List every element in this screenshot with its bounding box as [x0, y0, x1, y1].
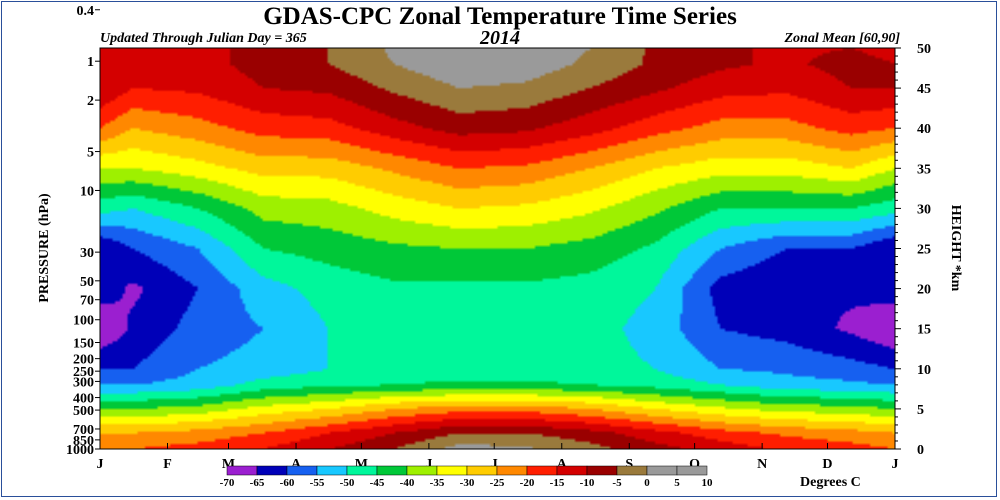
colorbar-swatch — [586, 465, 618, 476]
pressure-tick-label: 250 — [73, 365, 94, 380]
x-tick-label: N — [757, 457, 767, 472]
colorbar-tick-label: -55 — [310, 477, 325, 489]
colorbar-swatch — [526, 465, 558, 476]
pressure-axis-label: PRESSURE (hPa) — [37, 193, 52, 303]
x-tick-label: J — [892, 457, 899, 472]
colorbar-tick-label: 10 — [702, 477, 714, 489]
height-axis-label: HEIGHT *km — [948, 205, 963, 292]
colorbar-tick-label: -5 — [612, 477, 622, 489]
height-tick-label: 35 — [917, 162, 931, 177]
colorbar-tick-label: 5 — [674, 477, 680, 489]
height-tick-label: 15 — [917, 323, 931, 338]
colorbar-tick-label: 0 — [644, 477, 650, 489]
plot-area — [99, 47, 896, 450]
pressure-tick-label: 70 — [80, 294, 94, 309]
colorbar-tick-label: -45 — [370, 477, 385, 489]
pressure-tick-label: 1 — [87, 55, 94, 70]
colorbar-swatch — [616, 465, 648, 476]
x-tick-label: A — [557, 457, 568, 472]
pressure-tick-label: 5 — [87, 146, 94, 161]
pressure-tick-label: 1000 — [66, 443, 94, 458]
colorbar-tick-label: -10 — [580, 477, 595, 489]
x-tick-label: D — [822, 457, 832, 472]
pressure-tick-label: 0.4 — [77, 4, 95, 19]
pressure-tick-label: 100 — [73, 314, 94, 329]
height-tick-label: 40 — [917, 122, 931, 137]
colorbar-swatch — [646, 465, 678, 476]
colorbar-tick-label: -15 — [550, 477, 565, 489]
colorbar-swatch — [346, 465, 378, 476]
height-tick-label: 25 — [917, 243, 931, 258]
colorbar-swatch — [376, 465, 408, 476]
pressure-tick-label: 300 — [73, 375, 94, 390]
height-tick-label: 20 — [917, 283, 931, 298]
height-tick-label: 30 — [917, 202, 931, 217]
colorbar-tick-label: -25 — [490, 477, 505, 489]
pressure-tick-label: 200 — [73, 353, 94, 368]
x-tick-label: J — [425, 457, 432, 472]
height-axis: 0 5 10 15 20 25 30 35 40 45 50 — [895, 42, 931, 458]
chart-title: GDAS-CPC Zonal Temperature Time Series — [263, 3, 737, 30]
pressure-tick-label: 400 — [73, 392, 94, 407]
colorbar-swatch — [286, 465, 318, 476]
colorbar-tick-label: -60 — [280, 477, 295, 489]
colorbar-swatch — [676, 465, 708, 476]
temperature-heatmap — [100, 48, 895, 449]
colorbar-tick-label: -50 — [340, 477, 355, 489]
updated-note: Updated Through Julian Day = 365 — [100, 31, 307, 46]
colorbar-tick-label: -20 — [520, 477, 535, 489]
colorbar-swatch — [406, 465, 438, 476]
height-tick-label: 10 — [917, 363, 931, 378]
x-tick-label: S — [625, 457, 633, 472]
colorbar-swatch — [226, 465, 258, 476]
colorbar-swatch — [256, 465, 288, 476]
height-tick-label: 5 — [917, 403, 924, 418]
pressure-tick-label: 500 — [73, 404, 94, 419]
height-tick-label: 50 — [917, 42, 931, 57]
colorbar-swatch — [496, 465, 528, 476]
x-tick-label: F — [163, 457, 172, 472]
colorbar-swatch — [436, 465, 468, 476]
x-tick-label: J — [491, 457, 498, 472]
pressure-tick-label: 700 — [73, 423, 94, 438]
zonal-mean-note: Zonal Mean [60,90] — [784, 31, 901, 46]
height-tick-label: 45 — [917, 82, 931, 97]
x-tick-label: O — [689, 457, 700, 472]
chart-year: 2014 — [480, 27, 520, 49]
colorbar-tick-label: -30 — [460, 477, 475, 489]
colorbar-swatch — [556, 465, 588, 476]
colorbar-swatch — [466, 465, 498, 476]
pressure-tick-label: 2 — [87, 94, 94, 109]
pressure-tick-label: 50 — [80, 275, 94, 290]
colorbar-tick-label: -40 — [400, 477, 415, 489]
colorbar-swatch — [316, 465, 348, 476]
pressure-tick-label: 30 — [80, 246, 94, 261]
colorbar-label: Degrees C — [800, 475, 861, 490]
height-tick-label: 0 — [917, 443, 924, 458]
colorbar: -70 -65 -60 -55 -50 -45 -40 -35 -30 -25 -20 -15 -10-… — [220, 465, 714, 489]
colorbar-tick-label: -35 — [430, 477, 445, 489]
colorbar-tick-label: -70 — [220, 477, 235, 489]
pressure-tick-label: 150 — [73, 336, 94, 351]
x-tick-label: A — [291, 457, 302, 472]
pressure-tick-label: 850 — [73, 434, 94, 449]
x-tick-label: J — [97, 457, 104, 472]
pressure-tick-label: 10 — [80, 184, 94, 199]
colorbar-tick-label: -65 — [250, 477, 265, 489]
